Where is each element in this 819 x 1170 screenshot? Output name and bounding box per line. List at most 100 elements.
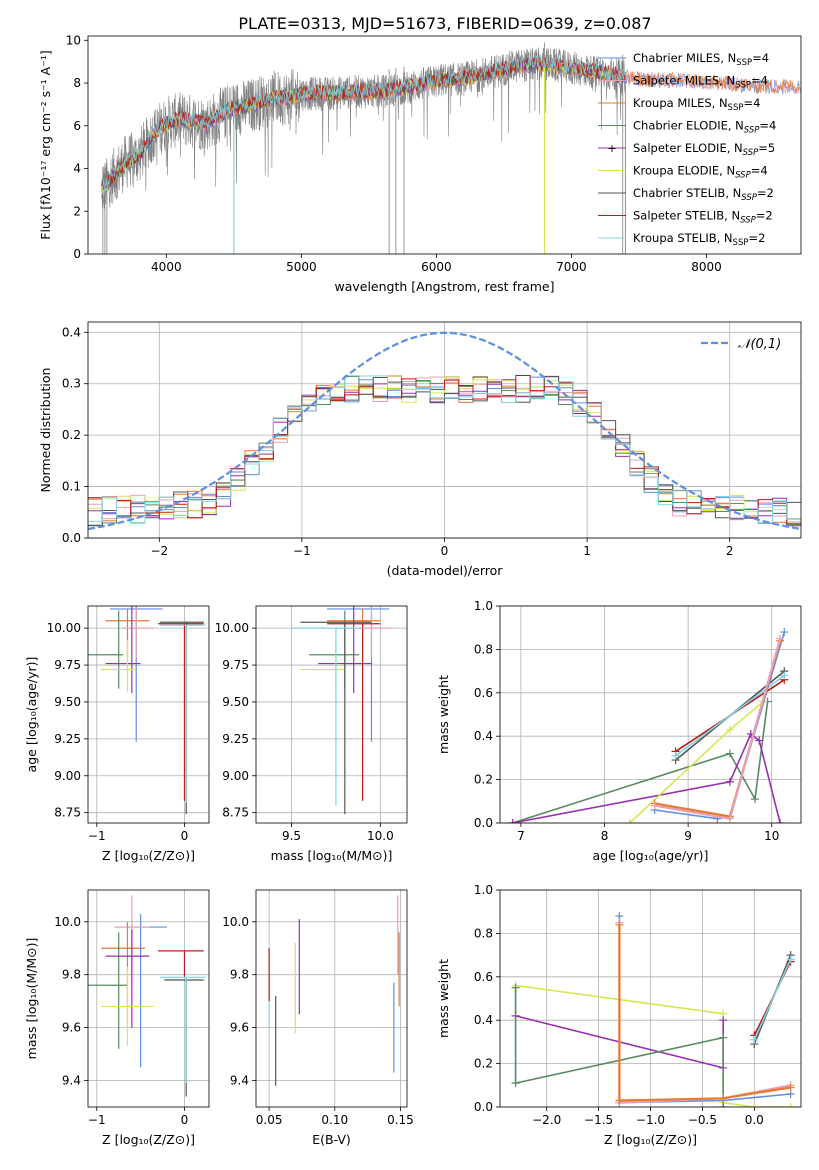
legend-entry-chabrier_elodie: Chabrier ELODIE, NSSP=4 xyxy=(633,119,776,136)
legend-suffix: =2 xyxy=(748,231,765,245)
x-axis-label: Z [log₁₀(Z/Z⊙)] xyxy=(102,1132,195,1147)
legend-entry-salpeter_stelib: Salpeter STELIB, NSSP=2 xyxy=(633,209,773,226)
x-tick-label: 10.0 xyxy=(367,829,394,843)
x-tick-label: 0.05 xyxy=(256,1113,283,1127)
weight-point-kroupa_stelib xyxy=(786,955,795,964)
weight-point-chabrier_miles xyxy=(780,628,789,637)
legend-suffix: =4 xyxy=(751,164,768,178)
legend-text: Salpeter MILES, N xyxy=(633,74,735,88)
legend-entry-salpeter_miles: Salpeter MILES, NSSP=4 xyxy=(633,74,768,91)
plot-area xyxy=(508,628,789,823)
legend-subscript: SSP xyxy=(743,148,759,158)
legend-text: Kroupa STELIB, N xyxy=(633,231,733,245)
x-tick-label: −0.5 xyxy=(688,1113,717,1127)
y-tick-label: 9.4 xyxy=(62,1074,81,1088)
panel-residuals: −2 −1 0 1 2 0.0 0.1 0.2 0.3 0.4 (data-model)/error… xyxy=(38,321,802,578)
weight-point-kroupa_stelib xyxy=(750,1035,759,1044)
legend-subscript: SSP xyxy=(744,126,760,136)
x-tick-label: −1 xyxy=(88,1113,106,1127)
weight-point-kroupa_stelib xyxy=(780,671,789,680)
panel-age_vs_Z: −1 0 8.75 9.00 9.25 9.50 9.75 10.00 Z [log₁₀(Z/Z… xyxy=(24,605,210,863)
x-tick-label: 7000 xyxy=(556,260,587,274)
x-tick-label: 9 xyxy=(684,829,692,843)
y-tick-label: 0.4 xyxy=(62,325,81,339)
x-tick-label: 7 xyxy=(517,829,525,843)
legend-text: Salpeter STELIB, N xyxy=(633,209,740,223)
observed-spectrum-line xyxy=(101,47,626,209)
axes-frame xyxy=(87,35,802,255)
residual-histogram-kroupa_stelib xyxy=(88,375,801,524)
y-tick-label: 9.6 xyxy=(230,1021,249,1035)
plot-area xyxy=(101,42,801,254)
y-tick-label: 0.0 xyxy=(474,1100,493,1114)
legend-subscript: SSP xyxy=(740,216,756,226)
x-axis-label: mass [log₁₀(M/M⊙)] xyxy=(271,848,393,863)
y-tick-label: 0.2 xyxy=(474,773,493,787)
x-axis-label: wavelength [Angstrom, rest frame] xyxy=(334,279,554,294)
x-tick-label: 0 xyxy=(441,544,449,558)
weight-point-kroupa_stelib xyxy=(671,751,680,760)
weight-point-kroupa_elodie xyxy=(786,1103,795,1107)
y-tick-label: 10.0 xyxy=(54,915,81,929)
legend-subscript: SSP xyxy=(735,171,751,181)
weight-point-salpeter_miles xyxy=(776,634,785,643)
y-tick-label: 8.75 xyxy=(222,806,249,820)
x-tick-label: −2 xyxy=(150,544,168,558)
gaussian-curve xyxy=(88,331,801,531)
weight-point-salpeter_elodie xyxy=(776,819,785,823)
y-tick-label: 0.4 xyxy=(474,1013,493,1027)
legend-subscript: SSP xyxy=(728,103,744,113)
panel-age_vs_mass: 9.5 10.0 8.75 9.00 9.25 9.50 9.75 10.00 mass [lo… xyxy=(215,605,408,863)
x-tick-label: −1 xyxy=(293,544,311,558)
legend-suffix: =4 xyxy=(759,119,776,133)
y-tick-label: 9.8 xyxy=(230,968,249,982)
legend-subscript: SSP xyxy=(735,81,751,91)
y-tick-label: 0.2 xyxy=(62,428,81,442)
weight-line-chabrier_miles xyxy=(618,916,791,1104)
y-tick-label: 8.75 xyxy=(54,806,81,820)
legend-text: Kroupa MILES, N xyxy=(633,96,728,110)
y-axis-label: mass [log₁₀(M/M⊙)] xyxy=(24,938,39,1060)
weight-point-kroupa_miles xyxy=(786,1083,795,1092)
x-tick-label: 0.0 xyxy=(745,1113,764,1127)
legend-suffix: =4 xyxy=(743,96,760,110)
y-tick-label: 9.00 xyxy=(222,769,249,783)
plot-area xyxy=(88,331,801,531)
y-tick-label: 9.00 xyxy=(54,769,81,783)
weight-point-chabrier_elodie xyxy=(511,1079,520,1088)
weight-point-kroupa_elodie xyxy=(625,819,634,823)
legend-suffix: =2 xyxy=(757,186,774,200)
x-axis-label: E(B-V) xyxy=(312,1132,351,1147)
legend-marker: + xyxy=(607,142,616,155)
x-tick-label: 0 xyxy=(181,1113,189,1127)
weight-point-kroupa_miles xyxy=(615,920,624,929)
legend-subscript: SSP xyxy=(741,193,757,203)
y-tick-label: 1.0 xyxy=(474,599,493,613)
x-tick-label: 2 xyxy=(726,544,734,558)
y-tick-label: 0 xyxy=(73,247,81,261)
legend-suffix: =2 xyxy=(756,209,773,223)
panel-spectrum: 4000 5000 6000 7000 8000 0 2 4 6 8 10 wavelength [A… xyxy=(38,33,802,294)
x-axis-label: age [log₁₀(age/yr)] xyxy=(593,848,709,863)
weight-point-salpeter_miles xyxy=(725,814,734,823)
weight-line-kroupa_stelib xyxy=(753,959,792,1041)
legend-entry-gaussian: 𝒩(0,1) xyxy=(738,337,781,352)
legend-text: Chabrier STELIB, N xyxy=(633,186,741,200)
weight-point-salpeter_elodie xyxy=(719,1016,728,1025)
legend-suffix: =4 xyxy=(752,51,769,65)
y-tick-label: 0.8 xyxy=(474,642,493,656)
y-tick-label: 0.6 xyxy=(474,686,493,700)
x-tick-label: 6000 xyxy=(421,260,452,274)
legend-entry-kroupa_stelib: Kroupa STELIB, NSSP=2 xyxy=(633,231,765,248)
legend-subscript: SSP xyxy=(736,58,752,68)
panel-mass_vs_Z: −1 0 9.4 9.6 9.8 10.0 Z [log₁₀(Z/Z⊙)] mass [log… xyxy=(24,889,210,1147)
panel-mass_vs_ebv: 0.05 0.10 0.15 9.4 9.6 9.8 10.0 E(B-V) xyxy=(222,889,414,1147)
y-tick-label: 9.50 xyxy=(222,695,249,709)
weight-line-chabrier_elodie xyxy=(512,701,769,823)
weight-point-chabrier_elodie xyxy=(719,1033,728,1042)
y-tick-label: 9.25 xyxy=(54,732,81,746)
y-tick-label: 9.50 xyxy=(54,695,81,709)
y-tick-label: 0.8 xyxy=(474,926,493,940)
